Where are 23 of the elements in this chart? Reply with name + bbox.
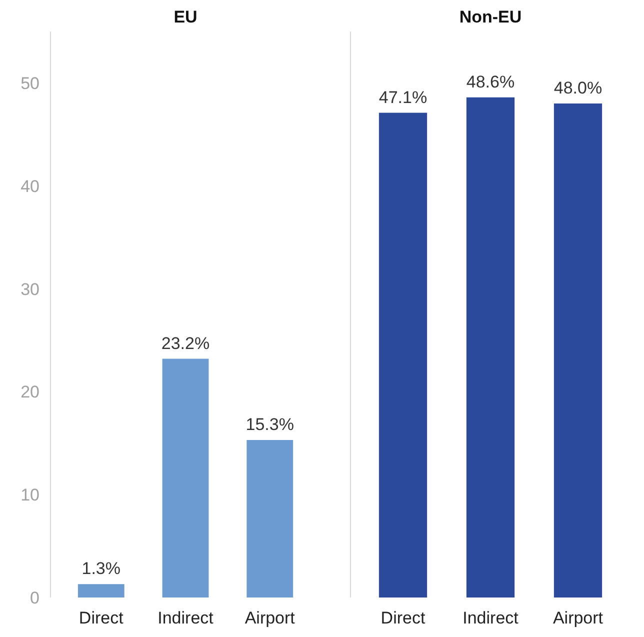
data-label: 1.3% <box>82 559 120 578</box>
chart-title: EU <box>174 8 198 26</box>
x-tick-label: Direct <box>380 608 426 628</box>
data-label: 47.1% <box>378 88 428 107</box>
data-label: 23.2% <box>161 334 210 353</box>
y-tick-label: 30 <box>20 280 40 299</box>
data-label: 48.0% <box>554 78 602 98</box>
data-label: 15.3% <box>246 415 294 434</box>
bar <box>246 440 294 598</box>
y-tick-label: 20 <box>20 382 40 402</box>
x-tick-label: Airport <box>244 608 296 628</box>
chart-title: Non-EU <box>459 8 522 26</box>
x-tick-label: Airport <box>552 608 604 628</box>
x-tick-label: Indirect <box>462 608 519 628</box>
y-tick-label: 40 <box>20 176 40 196</box>
y-tick-label: 50 <box>20 74 40 93</box>
data-label: 48.6% <box>466 72 515 92</box>
x-tick-label: Direct <box>78 608 124 628</box>
y-tick-label: 0 <box>30 588 40 608</box>
bar <box>78 584 124 598</box>
x-tick-label: Indirect <box>158 608 214 628</box>
bar <box>162 358 209 598</box>
y-tick-label: 10 <box>20 486 40 505</box>
